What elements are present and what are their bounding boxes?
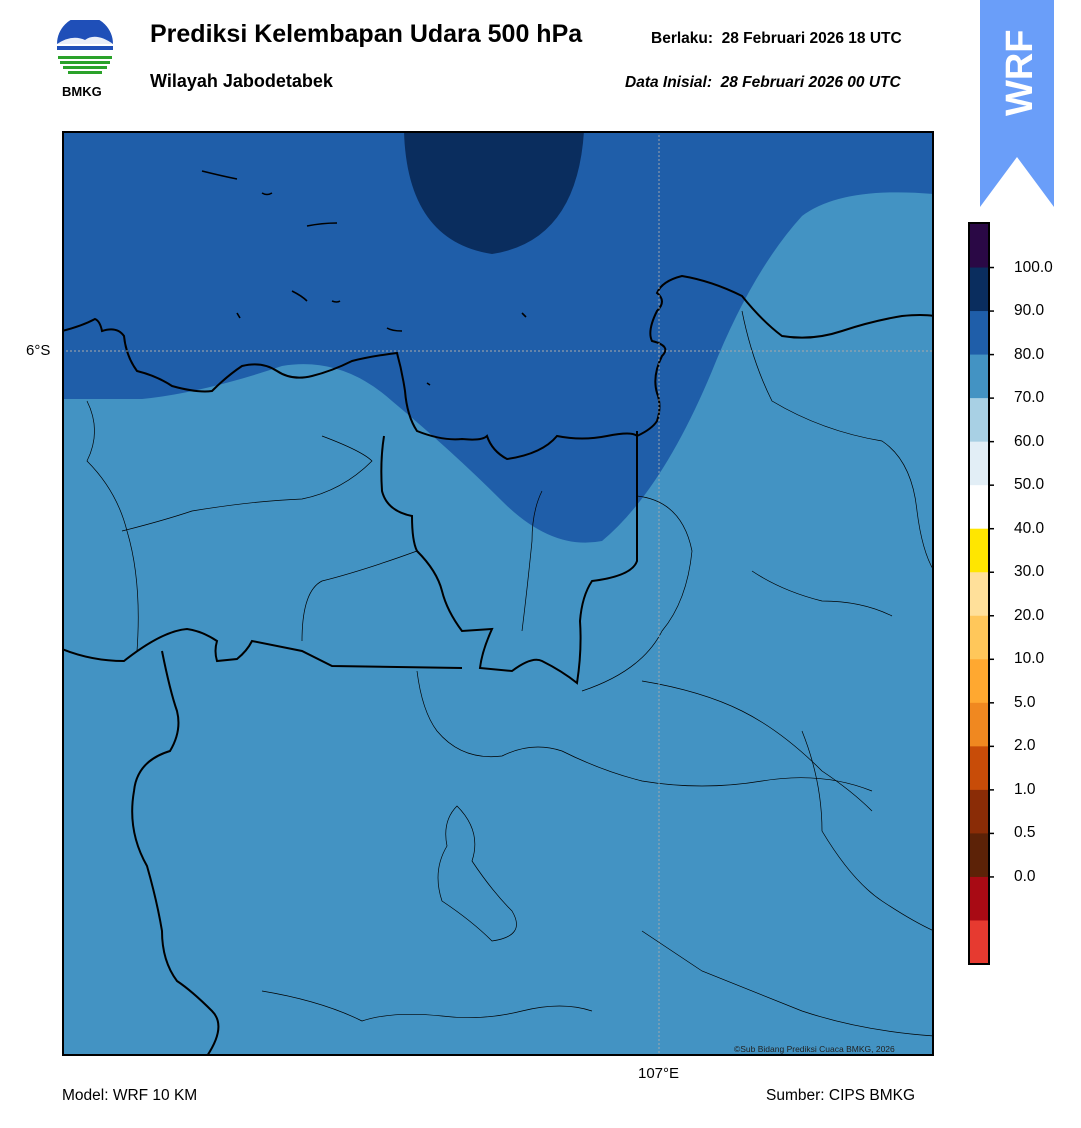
colorbar-label: 30.0 [1014, 563, 1045, 581]
colorbar-label: 0.5 [1014, 824, 1036, 842]
model-label: Model: WRF 10 KM [62, 1087, 198, 1104]
colorbar-label: 90.0 [1014, 302, 1045, 320]
wrf-badge [980, 0, 1054, 207]
colorbar-label: 100.0 [1014, 258, 1053, 276]
bmkg-logo [57, 20, 113, 80]
colorbar-label: 10.0 [1014, 650, 1045, 668]
page-subtitle: Wilayah Jabodetabek [150, 71, 333, 91]
colorbar-band [970, 267, 988, 312]
page-title: Prediksi Kelembapan Udara 500 hPa [150, 20, 583, 48]
colorbar-band [970, 528, 988, 573]
colorbar-label: 60.0 [1014, 432, 1045, 450]
colorbar-band [970, 702, 988, 747]
colorbar-label: 5.0 [1014, 693, 1036, 711]
colorbar-label: 2.0 [1014, 737, 1036, 755]
colorbar-band [970, 876, 988, 921]
colorbar-band [970, 789, 988, 834]
valid-time: Berlaku: 28 Februari 2026 18 UTC [651, 30, 902, 47]
colorbar-band [970, 746, 988, 791]
colorbar-band [970, 833, 988, 878]
copyright-text: ©Sub Bidang Prediksi Cuaca BMKG, 2026 [734, 1044, 895, 1054]
initial-data-time: Data Inisial: 28 Februari 2026 00 UTC [625, 74, 901, 91]
colorbar-label: 50.0 [1014, 476, 1045, 494]
colorbar-label: 1.0 [1014, 780, 1036, 798]
colorbar-band [970, 224, 988, 269]
colorbar-band [970, 311, 988, 356]
colorbar-label: 20.0 [1014, 606, 1045, 624]
longitude-label: 107°E [638, 1065, 680, 1082]
colorbar-band [970, 615, 988, 660]
colorbar-band [970, 441, 988, 486]
colorbar-band [970, 485, 988, 530]
source-label: Sumber: CIPS BMKG [766, 1087, 916, 1104]
colorbar-band [970, 354, 988, 399]
colorbar-label: 40.0 [1014, 519, 1045, 537]
colorbar-band [970, 659, 988, 704]
wrf-badge-label: WRF [999, 29, 1041, 116]
logo-text: BMKG [62, 84, 102, 99]
colorbar-band [970, 572, 988, 617]
latitude-label: 6°S [26, 342, 51, 359]
colorbar-band [970, 398, 988, 443]
colorbar-band [970, 920, 988, 965]
colorbar [968, 222, 994, 965]
colorbar-label: 0.0 [1014, 867, 1036, 885]
colorbar-label: 70.0 [1014, 389, 1045, 407]
colorbar-label: 80.0 [1014, 345, 1045, 363]
humidity-map [62, 131, 934, 1056]
